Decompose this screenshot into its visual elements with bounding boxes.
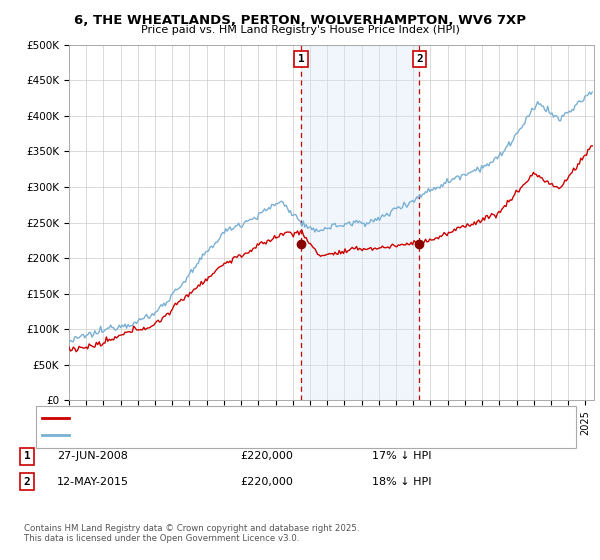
Text: £220,000: £220,000 xyxy=(240,451,293,461)
Text: 2: 2 xyxy=(416,54,423,64)
Text: £220,000: £220,000 xyxy=(240,477,293,487)
Text: 6, THE WHEATLANDS, PERTON, WOLVERHAMPTON, WV6 7XP: 6, THE WHEATLANDS, PERTON, WOLVERHAMPTON… xyxy=(74,14,526,27)
Text: 12-MAY-2015: 12-MAY-2015 xyxy=(57,477,129,487)
Text: HPI: Average price, detached house, South Staffordshire: HPI: Average price, detached house, Sout… xyxy=(75,430,350,440)
Text: Price paid vs. HM Land Registry's House Price Index (HPI): Price paid vs. HM Land Registry's House … xyxy=(140,25,460,35)
Bar xyxy=(301,45,419,400)
Text: 18% ↓ HPI: 18% ↓ HPI xyxy=(372,477,431,487)
Text: Contains HM Land Registry data © Crown copyright and database right 2025.
This d: Contains HM Land Registry data © Crown c… xyxy=(24,524,359,543)
Text: 1: 1 xyxy=(23,451,31,461)
Text: 2: 2 xyxy=(23,477,31,487)
Text: 6, THE WHEATLANDS, PERTON, WOLVERHAMPTON, WV6 7XP (detached house): 6, THE WHEATLANDS, PERTON, WOLVERHAMPTON… xyxy=(75,413,460,423)
Text: 27-JUN-2008: 27-JUN-2008 xyxy=(57,451,128,461)
Text: 17% ↓ HPI: 17% ↓ HPI xyxy=(372,451,431,461)
Text: 1: 1 xyxy=(298,54,305,64)
